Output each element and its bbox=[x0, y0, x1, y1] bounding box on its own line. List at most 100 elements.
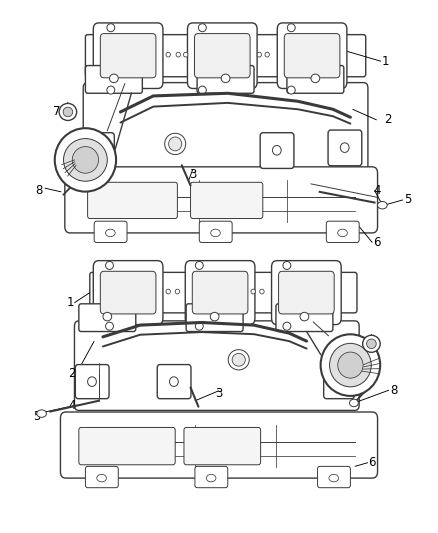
Ellipse shape bbox=[311, 74, 320, 83]
FancyBboxPatch shape bbox=[85, 35, 366, 77]
Ellipse shape bbox=[329, 343, 371, 387]
Text: 6: 6 bbox=[368, 456, 376, 469]
Ellipse shape bbox=[64, 139, 107, 181]
Ellipse shape bbox=[232, 353, 245, 366]
FancyBboxPatch shape bbox=[276, 304, 333, 332]
Ellipse shape bbox=[170, 377, 178, 386]
Ellipse shape bbox=[81, 168, 90, 176]
Ellipse shape bbox=[272, 146, 281, 155]
Ellipse shape bbox=[283, 262, 291, 270]
Ellipse shape bbox=[97, 474, 106, 482]
Ellipse shape bbox=[338, 229, 347, 237]
FancyBboxPatch shape bbox=[83, 133, 114, 168]
Ellipse shape bbox=[165, 133, 186, 155]
FancyBboxPatch shape bbox=[284, 34, 340, 78]
FancyBboxPatch shape bbox=[60, 412, 378, 478]
FancyBboxPatch shape bbox=[192, 271, 248, 314]
FancyBboxPatch shape bbox=[93, 261, 163, 325]
Ellipse shape bbox=[340, 143, 349, 152]
Ellipse shape bbox=[110, 74, 118, 83]
FancyBboxPatch shape bbox=[88, 182, 177, 219]
Text: 7: 7 bbox=[53, 106, 61, 118]
Ellipse shape bbox=[260, 289, 264, 294]
Ellipse shape bbox=[176, 52, 180, 57]
FancyBboxPatch shape bbox=[328, 130, 362, 166]
Ellipse shape bbox=[350, 399, 358, 407]
FancyBboxPatch shape bbox=[83, 83, 368, 176]
Ellipse shape bbox=[166, 289, 170, 294]
FancyBboxPatch shape bbox=[79, 304, 136, 332]
Ellipse shape bbox=[59, 103, 77, 120]
Ellipse shape bbox=[166, 52, 170, 57]
FancyBboxPatch shape bbox=[199, 221, 232, 243]
FancyBboxPatch shape bbox=[94, 221, 127, 243]
Text: 3: 3 bbox=[189, 168, 196, 181]
Ellipse shape bbox=[55, 128, 116, 192]
FancyBboxPatch shape bbox=[187, 23, 257, 88]
Ellipse shape bbox=[211, 229, 220, 237]
FancyBboxPatch shape bbox=[186, 304, 243, 332]
FancyBboxPatch shape bbox=[65, 167, 378, 233]
FancyBboxPatch shape bbox=[90, 272, 357, 313]
FancyBboxPatch shape bbox=[197, 66, 254, 93]
Text: 1: 1 bbox=[381, 55, 389, 68]
FancyBboxPatch shape bbox=[195, 466, 228, 488]
Ellipse shape bbox=[195, 262, 203, 270]
Ellipse shape bbox=[283, 322, 291, 330]
Ellipse shape bbox=[251, 289, 255, 294]
Ellipse shape bbox=[184, 52, 188, 57]
Ellipse shape bbox=[175, 289, 180, 294]
Ellipse shape bbox=[338, 352, 363, 378]
FancyBboxPatch shape bbox=[277, 23, 347, 88]
FancyBboxPatch shape bbox=[185, 261, 255, 325]
Ellipse shape bbox=[257, 52, 261, 57]
Ellipse shape bbox=[72, 147, 99, 173]
Ellipse shape bbox=[107, 23, 115, 32]
FancyBboxPatch shape bbox=[272, 261, 341, 325]
Ellipse shape bbox=[300, 312, 309, 321]
Text: 5: 5 bbox=[404, 193, 411, 206]
Ellipse shape bbox=[103, 312, 112, 321]
Text: 5: 5 bbox=[34, 410, 41, 423]
FancyBboxPatch shape bbox=[85, 466, 118, 488]
Text: 8: 8 bbox=[36, 184, 43, 197]
Text: 2: 2 bbox=[68, 367, 76, 379]
Text: 8: 8 bbox=[391, 384, 398, 397]
Ellipse shape bbox=[228, 350, 249, 370]
Ellipse shape bbox=[198, 23, 206, 32]
Ellipse shape bbox=[198, 86, 206, 94]
Ellipse shape bbox=[367, 339, 376, 349]
Ellipse shape bbox=[63, 107, 73, 117]
Ellipse shape bbox=[37, 410, 46, 417]
Ellipse shape bbox=[210, 312, 219, 321]
FancyBboxPatch shape bbox=[100, 271, 156, 314]
Ellipse shape bbox=[378, 201, 387, 209]
Text: 7: 7 bbox=[366, 341, 374, 354]
Text: 2: 2 bbox=[384, 114, 392, 126]
Ellipse shape bbox=[287, 23, 295, 32]
FancyBboxPatch shape bbox=[287, 66, 344, 93]
Ellipse shape bbox=[169, 137, 182, 151]
Ellipse shape bbox=[195, 322, 203, 330]
FancyBboxPatch shape bbox=[318, 466, 350, 488]
Text: 1: 1 bbox=[66, 296, 74, 309]
Ellipse shape bbox=[106, 229, 115, 237]
Ellipse shape bbox=[206, 474, 216, 482]
FancyBboxPatch shape bbox=[324, 365, 354, 399]
Ellipse shape bbox=[265, 52, 269, 57]
FancyBboxPatch shape bbox=[157, 365, 191, 399]
Text: 4: 4 bbox=[68, 399, 76, 411]
FancyBboxPatch shape bbox=[75, 365, 109, 399]
FancyBboxPatch shape bbox=[260, 133, 294, 168]
FancyBboxPatch shape bbox=[194, 34, 250, 78]
Text: 4: 4 bbox=[373, 184, 381, 197]
Ellipse shape bbox=[363, 335, 380, 352]
Ellipse shape bbox=[106, 262, 113, 270]
FancyBboxPatch shape bbox=[79, 427, 175, 465]
FancyBboxPatch shape bbox=[279, 271, 334, 314]
Text: 6: 6 bbox=[373, 236, 381, 249]
Ellipse shape bbox=[221, 74, 230, 83]
Ellipse shape bbox=[287, 86, 295, 94]
Ellipse shape bbox=[107, 86, 115, 94]
Ellipse shape bbox=[88, 377, 96, 386]
